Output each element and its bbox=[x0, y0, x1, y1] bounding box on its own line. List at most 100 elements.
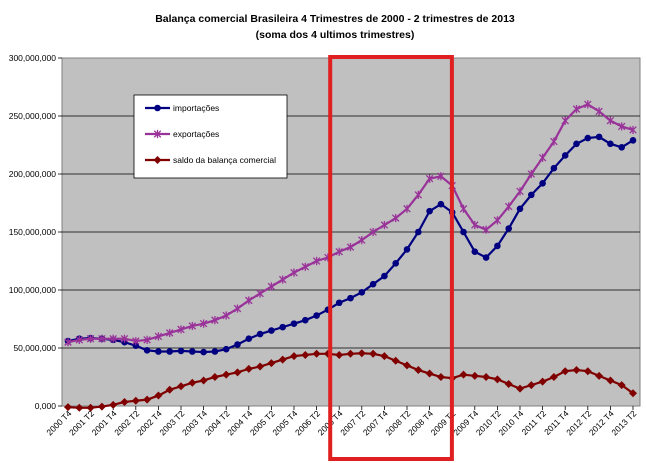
data-point bbox=[584, 134, 592, 142]
data-point bbox=[617, 122, 626, 131]
data-point bbox=[199, 319, 208, 328]
data-point bbox=[595, 107, 603, 116]
data-point bbox=[369, 280, 377, 288]
data-point bbox=[154, 391, 163, 400]
data-point bbox=[155, 348, 162, 355]
highlight-rectangle bbox=[328, 55, 454, 461]
data-point bbox=[132, 336, 140, 346]
data-point bbox=[380, 352, 389, 361]
data-point bbox=[460, 228, 467, 236]
y-tick-label: 250,000,000 bbox=[9, 111, 57, 121]
data-point bbox=[200, 348, 207, 356]
data-point bbox=[629, 389, 637, 398]
y-tick-label: 150,000,000 bbox=[9, 227, 57, 237]
data-point bbox=[606, 376, 615, 385]
data-point bbox=[64, 338, 72, 347]
data-point bbox=[165, 385, 174, 394]
data-point bbox=[278, 355, 287, 364]
data-point bbox=[302, 316, 309, 324]
y-tick-label: 300,000,000 bbox=[9, 53, 57, 63]
data-point bbox=[188, 378, 197, 387]
data-point bbox=[437, 172, 445, 181]
data-point bbox=[471, 220, 479, 230]
y-axis: 0,000 50,000,000 100,000,000 150,000,000 200… bbox=[9, 53, 62, 411]
data-point bbox=[618, 144, 625, 151]
data-point bbox=[482, 225, 490, 234]
data-point bbox=[290, 320, 298, 327]
data-point bbox=[312, 256, 321, 266]
data-point bbox=[154, 104, 161, 112]
data-point bbox=[561, 367, 570, 376]
data-point bbox=[166, 348, 173, 355]
data-point bbox=[267, 359, 276, 368]
data-point bbox=[143, 347, 151, 354]
data-point bbox=[256, 362, 265, 371]
data-point bbox=[527, 169, 536, 179]
data-point bbox=[459, 370, 468, 379]
data-point bbox=[414, 190, 423, 199]
data-point bbox=[222, 345, 230, 353]
chart-title: Balança comercial Brasileira 4 Trimestre… bbox=[155, 13, 515, 25]
data-point bbox=[188, 321, 197, 331]
data-point bbox=[425, 369, 434, 378]
data-point bbox=[505, 225, 512, 232]
legend: importações exportações saldo da balança c… bbox=[133, 94, 288, 179]
data-point bbox=[153, 129, 162, 139]
data-point bbox=[256, 289, 264, 298]
data-point bbox=[595, 133, 603, 141]
y-tick-label: 50,000,000 bbox=[13, 343, 56, 353]
data-point bbox=[335, 247, 343, 256]
data-point bbox=[584, 100, 592, 109]
data-point bbox=[64, 403, 72, 412]
highlight-box bbox=[328, 55, 454, 461]
data-point bbox=[494, 242, 501, 250]
data-point bbox=[381, 272, 388, 280]
data-point bbox=[403, 246, 411, 253]
data-point bbox=[199, 376, 208, 385]
data-point bbox=[131, 396, 140, 405]
data-point bbox=[75, 335, 84, 344]
legend-label: exportações bbox=[173, 129, 219, 139]
data-point bbox=[538, 377, 547, 386]
data-point bbox=[245, 335, 253, 343]
data-point bbox=[335, 299, 343, 307]
data-point bbox=[504, 379, 513, 388]
data-point bbox=[561, 116, 569, 125]
data-point bbox=[132, 342, 140, 349]
data-point bbox=[436, 373, 445, 381]
data-point bbox=[606, 116, 615, 125]
data-point bbox=[153, 156, 162, 164]
data-point bbox=[403, 204, 411, 213]
data-point bbox=[290, 268, 298, 277]
chart-subtitle: (soma dos 4 ultimos trimestres) bbox=[256, 29, 415, 41]
data-point bbox=[471, 248, 479, 256]
data-point bbox=[425, 174, 434, 183]
data-point bbox=[234, 341, 241, 348]
data-point bbox=[391, 356, 400, 365]
legend-label: importações bbox=[173, 103, 219, 113]
data-point bbox=[154, 332, 163, 341]
data-point bbox=[561, 152, 569, 159]
data-point bbox=[493, 216, 502, 225]
data-point bbox=[550, 137, 558, 146]
data-point bbox=[414, 366, 423, 375]
data-point bbox=[120, 334, 129, 343]
data-point bbox=[573, 140, 580, 148]
data-point bbox=[313, 312, 320, 319]
data-point bbox=[516, 205, 524, 213]
data-point bbox=[256, 330, 264, 338]
data-point bbox=[143, 395, 152, 404]
data-point bbox=[165, 328, 174, 338]
data-point bbox=[583, 367, 592, 376]
data-point bbox=[504, 202, 513, 211]
data-point bbox=[177, 347, 185, 355]
data-point bbox=[278, 275, 287, 284]
data-point bbox=[617, 381, 626, 390]
series-3 bbox=[64, 349, 637, 412]
data-point bbox=[233, 304, 242, 313]
data-point bbox=[415, 228, 422, 236]
data-point bbox=[210, 373, 219, 381]
data-point bbox=[539, 179, 546, 187]
data-point bbox=[528, 191, 535, 199]
